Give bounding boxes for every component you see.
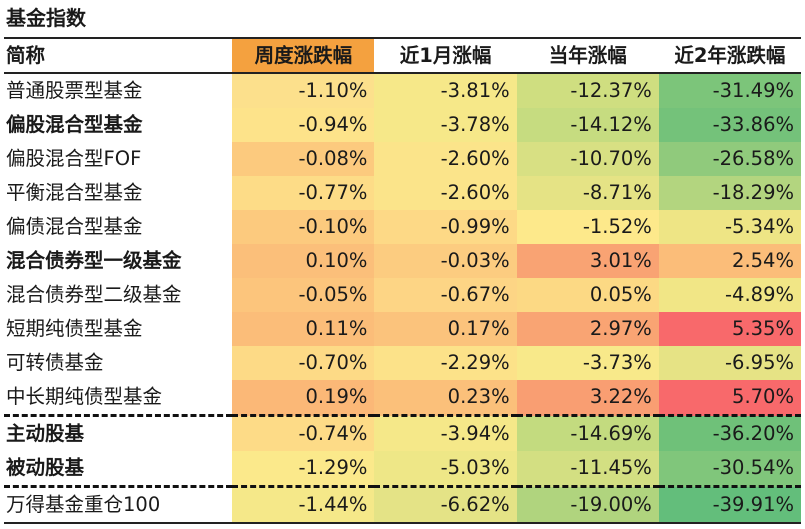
ytd-change-cell: -1.52%	[516, 210, 659, 244]
table-title: 基金指数	[6, 6, 86, 30]
weekly-change-cell: -0.05%	[232, 278, 375, 312]
two-year-change-cell: -39.91%	[658, 485, 801, 524]
monthly-change-cell: -2.60%	[374, 176, 517, 210]
weekly-change-cell: 0.11%	[232, 312, 375, 346]
table-row: 混合债券型一级基金 0.10% -0.03% 3.01% 2.54%	[4, 244, 801, 278]
ytd-change-cell: -19.00%	[516, 485, 659, 524]
weekly-change-cell: -0.08%	[232, 142, 375, 176]
weekly-change-cell: -1.44%	[232, 485, 375, 524]
weekly-change-cell: -1.10%	[232, 73, 375, 108]
table-row: 万得基金重仓100 -1.44% -6.62% -19.00% -39.91%	[4, 485, 801, 524]
ytd-change-cell: 3.22%	[516, 380, 659, 416]
two-year-change-cell: -4.89%	[658, 278, 801, 312]
ytd-change-cell: -12.37%	[516, 73, 659, 108]
monthly-change-cell: 0.23%	[374, 380, 517, 416]
fund-index-table: 简称 周度涨跌幅 近1月涨幅 当年涨幅 近2年涨跌幅 普通股票型基金 -1.10%…	[4, 37, 801, 524]
header-monthly-change: 近1月涨幅	[374, 38, 517, 73]
header-two-year-change: 近2年涨跌幅	[658, 38, 801, 73]
ytd-change-cell: 3.01%	[516, 244, 659, 278]
table-row: 混合债券型二级基金 -0.05% -0.67% 0.05% -4.89%	[4, 278, 801, 312]
fund-name-cell: 万得基金重仓100	[4, 485, 233, 524]
two-year-change-cell: -18.29%	[658, 176, 801, 210]
two-year-change-cell: -33.86%	[658, 108, 801, 142]
table-row: 平衡混合型基金 -0.77% -2.60% -8.71% -18.29%	[4, 176, 801, 210]
table-row: 普通股票型基金 -1.10% -3.81% -12.37% -31.49%	[4, 73, 801, 108]
header-row: 简称 周度涨跌幅 近1月涨幅 当年涨幅 近2年涨跌幅	[4, 38, 801, 73]
header-weekly-change: 周度涨跌幅	[232, 38, 375, 73]
two-year-change-cell: -36.20%	[658, 414, 801, 451]
fund-name-cell: 混合债券型二级基金	[6, 283, 182, 306]
fund-name-cell: 平衡混合型基金	[6, 181, 143, 204]
weekly-change-cell: 0.10%	[232, 244, 375, 278]
table-row: 中长期纯债型基金 0.19% 0.23% 3.22% 5.70%	[4, 380, 801, 416]
ytd-change-cell: -10.70%	[516, 142, 659, 176]
table-body: 普通股票型基金 -1.10% -3.81% -12.37% -31.49% 偏股混合型基…	[4, 73, 801, 524]
monthly-change-cell: -3.81%	[374, 73, 517, 108]
ytd-change-cell: -8.71%	[516, 176, 659, 210]
ytd-change-cell: 2.97%	[516, 312, 659, 346]
two-year-change-cell: -6.95%	[658, 346, 801, 380]
header-name: 简称	[4, 38, 233, 73]
fund-name-cell: 可转债基金	[6, 351, 104, 374]
two-year-change-cell: -31.49%	[658, 73, 801, 108]
fund-name-cell: 短期纯债型基金	[6, 317, 143, 340]
ytd-change-cell: 0.05%	[516, 278, 659, 312]
table-row: 偏债混合型基金 -0.10% -0.99% -1.52% -5.34%	[4, 210, 801, 244]
ytd-change-cell: -14.12%	[516, 108, 659, 142]
fund-name-cell: 混合债券型一级基金	[6, 249, 182, 272]
two-year-change-cell: -5.34%	[658, 210, 801, 244]
monthly-change-cell: -2.29%	[374, 346, 517, 380]
monthly-change-cell: -2.60%	[374, 142, 517, 176]
weekly-change-cell: -0.74%	[232, 414, 375, 451]
monthly-change-cell: -5.03%	[374, 451, 517, 487]
table-row: 主动股基 -0.74% -3.94% -14.69% -36.20%	[4, 414, 801, 451]
ytd-change-cell: -11.45%	[516, 451, 659, 487]
weekly-change-cell: 0.19%	[232, 380, 375, 416]
table-row: 偏股混合型FOF -0.08% -2.60% -10.70% -26.58%	[4, 142, 801, 176]
weekly-change-cell: -0.70%	[232, 346, 375, 380]
monthly-change-cell: -6.62%	[374, 485, 517, 524]
monthly-change-cell: -0.03%	[374, 244, 517, 278]
fund-name-cell: 偏股混合型基金	[6, 113, 143, 136]
two-year-change-cell: 5.70%	[658, 380, 801, 416]
two-year-change-cell: 5.35%	[658, 312, 801, 346]
monthly-change-cell: -0.99%	[374, 210, 517, 244]
table-row: 被动股基 -1.29% -5.03% -11.45% -30.54%	[4, 451, 801, 487]
fund-name-cell: 中长期纯债型基金	[6, 385, 163, 408]
two-year-change-cell: 2.54%	[658, 244, 801, 278]
monthly-change-cell: -3.78%	[374, 108, 517, 142]
table-header: 简称 周度涨跌幅 近1月涨幅 当年涨幅 近2年涨跌幅	[4, 38, 801, 73]
fund-name-cell: 普通股票型基金	[6, 79, 143, 102]
table-row: 偏股混合型基金 -0.94% -3.78% -14.12% -33.86%	[4, 108, 801, 142]
monthly-change-cell: 0.17%	[374, 312, 517, 346]
table-row: 可转债基金 -0.70% -2.29% -3.73% -6.95%	[4, 346, 801, 380]
header-ytd-change: 当年涨幅	[516, 38, 659, 73]
table-row: 短期纯债型基金 0.11% 0.17% 2.97% 5.35%	[4, 312, 801, 346]
two-year-change-cell: -30.54%	[658, 451, 801, 487]
weekly-change-cell: -0.77%	[232, 176, 375, 210]
ytd-change-cell: -3.73%	[516, 346, 659, 380]
two-year-change-cell: -26.58%	[658, 142, 801, 176]
fund-name-cell: 主动股基	[4, 414, 233, 451]
weekly-change-cell: -0.94%	[232, 108, 375, 142]
monthly-change-cell: -3.94%	[374, 414, 517, 451]
fund-name-cell: 被动股基	[6, 456, 85, 479]
ytd-change-cell: -14.69%	[516, 414, 659, 451]
fund-name-cell: 偏股混合型FOF	[6, 147, 142, 170]
monthly-change-cell: -0.67%	[374, 278, 517, 312]
weekly-change-cell: -0.10%	[232, 210, 375, 244]
weekly-change-cell: -1.29%	[232, 451, 375, 487]
fund-name-cell: 偏债混合型基金	[6, 215, 143, 238]
